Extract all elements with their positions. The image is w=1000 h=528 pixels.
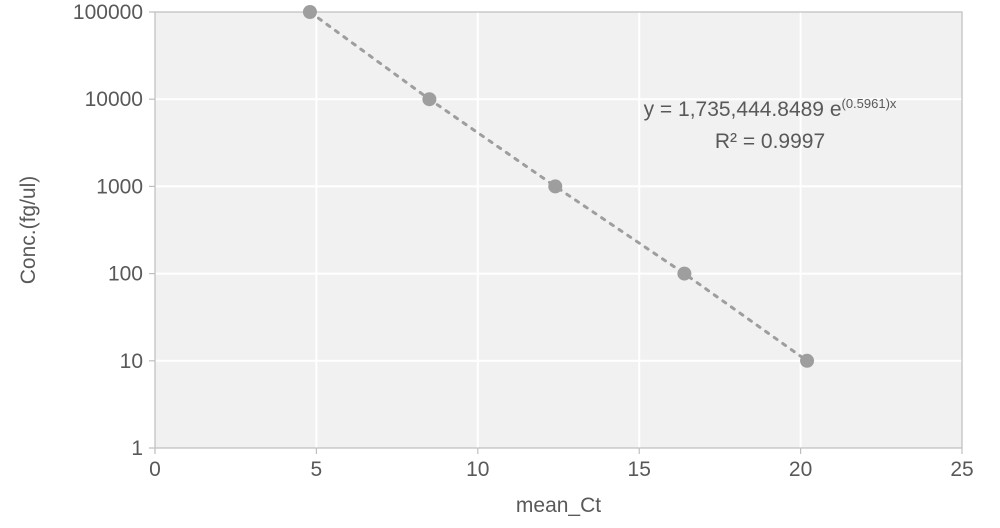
- y-tick-label: 1000: [96, 175, 143, 198]
- y-tick-label: 100000: [73, 1, 143, 24]
- data-point: [548, 179, 562, 193]
- standard-curve-chart: 0 5 10 15 20 25 1 10 100 1000 10000 100000 mean_Ct Co…: [0, 0, 1000, 528]
- y-tick-label: 10: [120, 350, 143, 373]
- data-point: [800, 354, 814, 368]
- x-tick-label: 20: [789, 458, 812, 481]
- x-tick-label: 15: [628, 458, 651, 481]
- x-tick-label: 0: [149, 458, 161, 481]
- x-tick-label: 5: [311, 458, 323, 481]
- y-tick-label: 10000: [85, 88, 143, 111]
- data-point: [303, 5, 317, 19]
- chart-svg: 0 5 10 15 20 25 1 10 100 1000 10000 100000 mean_Ct Co…: [0, 0, 1000, 528]
- y-axis-label: Conc.(fg/ul): [17, 176, 40, 285]
- x-tick-label: 10: [466, 458, 489, 481]
- y-tick-label: 1: [131, 437, 143, 460]
- x-axis-label: mean_Ct: [516, 494, 601, 517]
- equation-line-2: R² = 0.9997: [715, 130, 825, 153]
- x-tick-label: 25: [950, 458, 973, 481]
- plot-area: [155, 12, 962, 448]
- data-point: [422, 92, 436, 106]
- data-point: [677, 267, 691, 281]
- y-tick-label: 100: [108, 263, 143, 286]
